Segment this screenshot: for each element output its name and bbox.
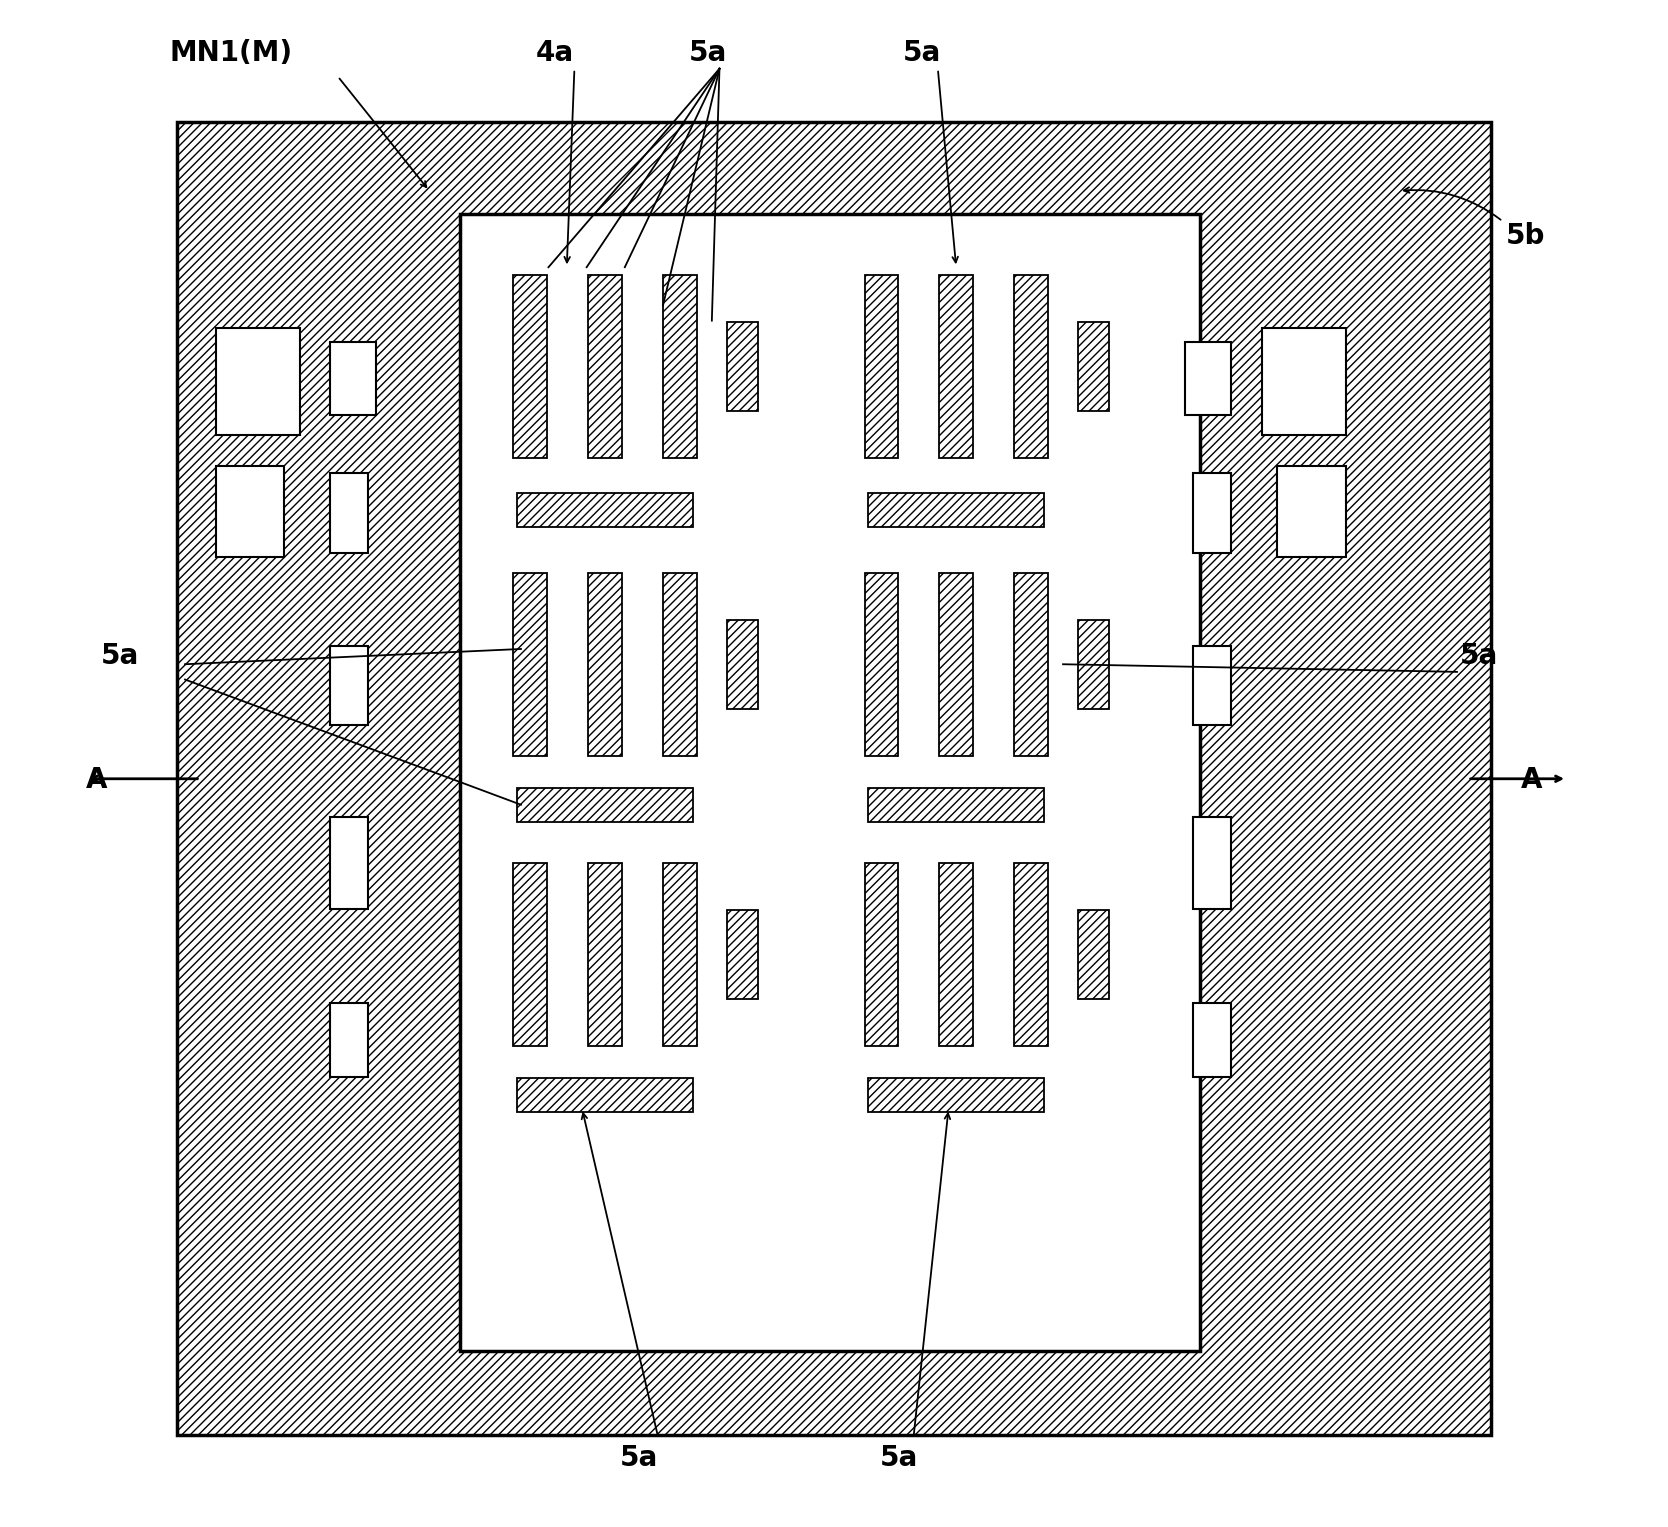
Text: MN1(M): MN1(M) — [170, 40, 294, 67]
Bar — [727, 322, 757, 411]
Bar — [1193, 817, 1231, 909]
Bar — [589, 863, 622, 1046]
Bar — [1078, 910, 1109, 999]
Bar — [869, 1078, 1044, 1112]
Bar — [1078, 620, 1109, 709]
Bar — [1186, 342, 1231, 415]
Bar — [864, 275, 897, 458]
Bar — [517, 493, 692, 527]
Text: 4a: 4a — [535, 40, 574, 67]
Text: 5a: 5a — [102, 643, 140, 670]
Bar — [1014, 863, 1048, 1046]
Bar — [1261, 328, 1346, 435]
Text: 5b: 5b — [1506, 223, 1545, 250]
Text: 5a: 5a — [902, 40, 941, 67]
Text: 5a: 5a — [879, 1445, 917, 1472]
Bar — [1014, 275, 1048, 458]
Bar — [514, 863, 547, 1046]
Bar — [215, 466, 284, 557]
Text: A: A — [85, 767, 107, 794]
Bar — [330, 817, 369, 909]
Bar — [1193, 1003, 1231, 1077]
Bar — [939, 275, 972, 458]
Bar — [215, 328, 300, 435]
Bar — [177, 122, 1491, 1435]
Bar — [662, 573, 697, 756]
Text: 5a: 5a — [1460, 643, 1498, 670]
Bar — [589, 573, 622, 756]
Bar — [869, 493, 1044, 527]
Bar — [1193, 646, 1231, 725]
Bar — [1078, 322, 1109, 411]
Bar — [460, 214, 1201, 1351]
Bar — [869, 788, 1044, 822]
Bar — [1193, 473, 1231, 553]
Bar — [662, 275, 697, 458]
Bar — [1276, 466, 1346, 557]
Bar — [514, 275, 547, 458]
Bar — [939, 573, 972, 756]
Bar — [517, 1078, 692, 1112]
Bar — [939, 863, 972, 1046]
Bar — [1014, 573, 1048, 756]
Bar — [330, 646, 369, 725]
Bar — [864, 573, 897, 756]
Bar — [864, 863, 897, 1046]
Bar — [662, 863, 697, 1046]
Bar — [330, 1003, 369, 1077]
Text: 5a: 5a — [689, 40, 727, 67]
Text: A: A — [1521, 767, 1543, 794]
Bar — [517, 788, 692, 822]
Bar — [330, 473, 369, 553]
Bar — [727, 910, 757, 999]
Bar — [589, 275, 622, 458]
Bar — [330, 342, 375, 415]
Bar — [727, 620, 757, 709]
Bar — [514, 573, 547, 756]
Text: 5a: 5a — [620, 1445, 659, 1472]
